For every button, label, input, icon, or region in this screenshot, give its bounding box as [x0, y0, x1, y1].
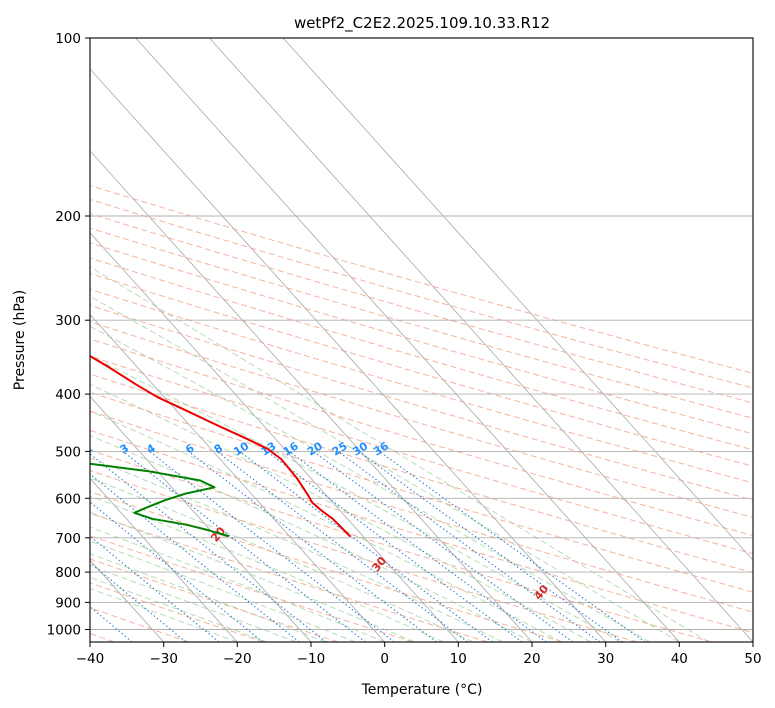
mixing-ratio-label: 10	[231, 439, 251, 458]
mixing-ratio-line	[216, 450, 468, 642]
mixing-ratio-label: 0.6	[0, 438, 1, 460]
moist-adiabat	[90, 477, 474, 642]
y-tick-label: 100	[55, 31, 81, 47]
dry-adiabat	[90, 558, 339, 642]
x-tick-label: −30	[149, 651, 178, 667]
mixing-ratio-line	[313, 450, 574, 642]
mixing-ratio-label: 1	[23, 441, 36, 456]
moist-adiabat	[90, 266, 710, 642]
moist-adiabat	[90, 325, 651, 642]
x-tick-label: 30	[597, 651, 614, 667]
x-axis-label: Temperature (°C)	[361, 682, 483, 698]
dry-adiabat	[90, 391, 753, 593]
dry-adiabat	[90, 184, 753, 374]
dry-adiabat	[90, 198, 753, 389]
mixing-ratio-line	[239, 450, 493, 642]
moist-adiabat	[90, 511, 415, 642]
mixing-ratio-label: 30	[350, 439, 370, 458]
y-axis-label: Pressure (hPa)	[12, 290, 28, 390]
x-tick-label: −20	[223, 651, 252, 667]
x-tick-label: 10	[450, 651, 467, 667]
mixing-ratio-line	[379, 450, 646, 642]
dry-adiabat	[90, 272, 753, 467]
moist-adiabat	[90, 295, 680, 642]
mixing-ratio-label: 36	[371, 439, 391, 458]
dry-adiabat	[90, 491, 563, 642]
moist-adiabat	[90, 576, 267, 642]
x-tick-label: 20	[523, 651, 540, 667]
moist-adiabat	[90, 383, 592, 642]
mixing-ratio-label: 3	[118, 441, 131, 456]
mixing-ratio-line	[358, 450, 623, 642]
background-lines	[90, 38, 753, 642]
dry-adiabat	[90, 449, 712, 642]
y-tick-label: 500	[55, 444, 81, 460]
sounding-profiles	[90, 354, 351, 537]
moist-adiabat	[90, 553, 326, 642]
mixing-ratio-line	[90, 561, 187, 642]
dry-adiabat	[90, 373, 753, 574]
axes: −40 −30 −20 −10 0 10 20 30 40 50 100 200 300 400 500 60…	[47, 31, 762, 667]
moist-adiabat	[90, 457, 503, 642]
dry-adiabat	[90, 288, 753, 484]
mixing-ratio-line	[90, 453, 327, 642]
isotherm	[90, 150, 533, 642]
y-tick-label: 300	[55, 313, 81, 329]
x-tick-label: 40	[671, 651, 688, 667]
mixing-ratio-line	[288, 450, 547, 642]
chart-title: wetPf2_C2E2.2025.109.10.33.R12	[294, 14, 550, 33]
temperature-profile-line	[90, 354, 351, 537]
mixing-ratio-line	[90, 605, 133, 642]
mixing-ratio-line	[188, 450, 437, 642]
moist-adiabat	[90, 565, 297, 642]
y-tick-label: 700	[55, 531, 81, 547]
mixing-ratio-line	[266, 450, 523, 642]
isotherm	[90, 68, 607, 642]
mixing-ratio-line	[122, 450, 366, 642]
mixing-ratio-label: 20	[305, 439, 325, 458]
y-tick-label: 600	[55, 491, 81, 507]
dry-adiabat	[90, 582, 264, 642]
x-tick-label: −10	[297, 651, 326, 667]
isotherm	[209, 38, 753, 642]
dry-adiabat	[90, 304, 753, 501]
y-tick-label: 800	[55, 565, 81, 581]
mixing-ratio-line	[90, 535, 220, 642]
plot-frame	[89, 37, 754, 643]
isotherm	[282, 38, 753, 561]
y-tick-label: 1000	[47, 623, 81, 639]
isotherm	[90, 395, 312, 642]
mixing-ratio-line	[149, 450, 395, 642]
isotherm	[90, 313, 386, 642]
dry-adiabat	[90, 355, 753, 555]
y-tick-label: 200	[55, 209, 81, 225]
y-tick-label: 400	[55, 387, 81, 403]
moist-adiabat	[90, 410, 562, 642]
mixing-ratio-label: 4	[144, 441, 158, 456]
dry-adiabat	[90, 470, 638, 642]
x-tick-label: −40	[76, 651, 105, 667]
isotherm	[90, 477, 238, 642]
dry-adiabat	[90, 257, 753, 451]
isotherm	[90, 232, 459, 642]
y-tick-label: 900	[55, 595, 81, 611]
isotherm	[135, 38, 680, 642]
mixing-ratio-label: 2	[81, 441, 94, 456]
mixing-ratio-line	[90, 473, 300, 642]
adiabat-and-mixing-labels: 0.10.20.40.611.52346810131620253036-100-…	[0, 438, 552, 602]
mixing-ratio-label: 25	[330, 439, 350, 458]
dry-adiabat	[90, 213, 753, 404]
dry-adiabat-label: 30	[369, 554, 389, 574]
x-tick-label: 50	[744, 651, 761, 667]
dewpoint-profile-line	[90, 462, 230, 537]
moist-adiabat	[90, 435, 533, 642]
x-tick-label: 0	[380, 651, 389, 667]
dry-adiabat-label: 40	[531, 582, 551, 602]
dry-adiabat	[90, 535, 414, 642]
moist-adiabat	[90, 540, 356, 642]
